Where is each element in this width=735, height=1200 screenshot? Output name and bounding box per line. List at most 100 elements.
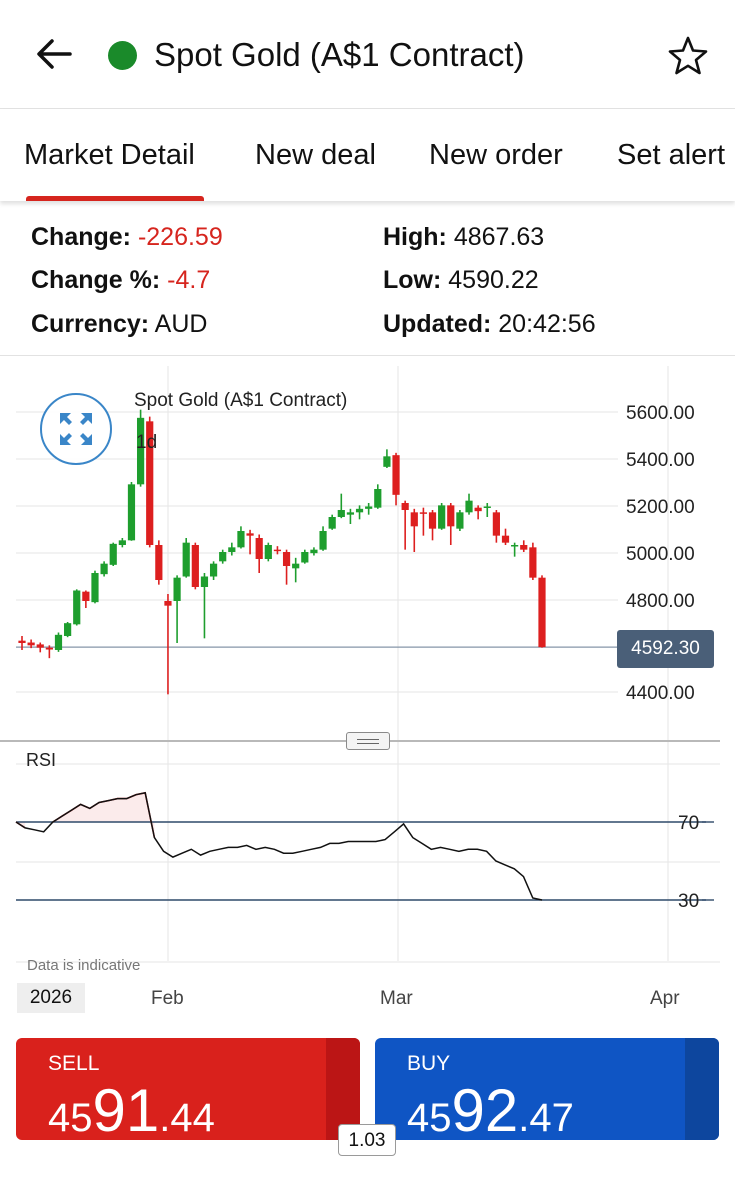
market-stats: Change: -226.59 Change %: -4.7 Currency:… <box>0 205 735 356</box>
sell-price: 4591.44 <box>48 1076 215 1140</box>
tab-market-detail[interactable]: Market Detail <box>24 139 195 171</box>
candle-down <box>273 549 282 552</box>
updated-stat: Updated: 20:42:56 <box>383 310 596 339</box>
candle-down <box>538 577 546 648</box>
high-label: High: <box>383 223 447 251</box>
change-pct-value: -4.7 <box>167 266 211 294</box>
candle-down <box>45 647 53 650</box>
candle-up <box>54 634 63 650</box>
star-outline-icon <box>668 36 708 75</box>
candle-up <box>337 510 345 517</box>
tab-new-order[interactable]: New order <box>429 139 563 171</box>
candle-up <box>209 563 218 577</box>
candle-down <box>82 591 90 601</box>
candles <box>18 409 546 695</box>
candle-up <box>465 500 473 513</box>
buy-price-big: 92 <box>451 1077 519 1140</box>
expand-chart-button[interactable] <box>40 393 112 465</box>
candle-up <box>456 512 464 529</box>
sell-price-head: 45 <box>48 1096 93 1140</box>
candle-down <box>36 644 44 648</box>
candle-down <box>155 545 163 580</box>
chart-interval: 1d <box>136 432 158 453</box>
month-label-feb: Feb <box>151 988 184 1009</box>
candle-up <box>328 517 336 529</box>
candle-down <box>520 545 528 550</box>
buy-label: BUY <box>407 1052 451 1075</box>
candle-up <box>237 531 245 548</box>
rsi-tick-label: 70 <box>678 813 699 834</box>
price-tick-label: 5200.00 <box>626 497 695 518</box>
price-tick-label: 5600.00 <box>626 403 695 424</box>
active-tab-indicator <box>26 196 204 201</box>
pane-resize-handle[interactable] <box>346 732 390 750</box>
buy-price: 4592.47 <box>407 1076 574 1140</box>
candle-up <box>228 547 236 552</box>
candle-up <box>127 484 136 541</box>
high-value: 4867.63 <box>453 223 545 251</box>
spread-badge: 1.03 <box>338 1124 396 1156</box>
page-title: Spot Gold (A$1 Contract) <box>154 36 525 73</box>
candle-up <box>301 552 309 563</box>
price-axis: 5600.00 5400.00 5200.00 5000.00 4800.00 4400.… <box>626 403 714 912</box>
candle-down <box>447 505 455 527</box>
candle-up <box>355 508 364 513</box>
expand-icon <box>60 413 92 445</box>
price-tick-label: 4400.00 <box>626 683 695 704</box>
candle-up <box>109 543 117 565</box>
low-value: 4590.22 <box>448 266 539 294</box>
tab-new-deal[interactable]: New deal <box>255 139 376 171</box>
updated-label: Updated: <box>383 310 492 338</box>
candle-down <box>419 512 428 514</box>
last-price-badge: 4592.30 <box>617 630 714 668</box>
sell-button[interactable]: SELL 4591.44 <box>16 1038 360 1140</box>
rsi-overbought-area <box>16 822 26 828</box>
rsi-overbought-area <box>52 792 155 838</box>
candle-up <box>118 540 126 545</box>
candle-down <box>282 552 291 566</box>
candle-up <box>292 563 300 569</box>
candle-down <box>255 538 263 559</box>
buy-button-edge <box>685 1038 719 1140</box>
candle-down <box>428 512 437 529</box>
candle-down <box>27 642 35 646</box>
candle-up <box>73 590 81 625</box>
candle-up <box>100 563 108 575</box>
candle-down <box>18 640 26 643</box>
candle-up <box>310 549 318 554</box>
updated-value: 20:42:56 <box>498 310 596 338</box>
buy-price-head: 45 <box>407 1096 452 1140</box>
currency-stat: Currency: AUD <box>31 310 207 339</box>
low-stat: Low: 4590.22 <box>383 266 539 295</box>
app-header: Spot Gold (A$1 Contract) <box>0 0 735 109</box>
candle-up <box>483 506 491 508</box>
price-chart[interactable]: 5600.00 5400.00 5200.00 5000.00 4800.00 4400.… <box>0 356 735 1026</box>
sell-price-big: 91 <box>92 1077 160 1140</box>
candle-up <box>136 417 145 485</box>
chart-title: Spot Gold (A$1 Contract) <box>134 390 348 411</box>
rsi-series <box>15 791 543 901</box>
tab-set-alert[interactable]: Set alert <box>617 139 725 171</box>
candle-up <box>319 531 327 550</box>
back-button[interactable] <box>30 30 78 78</box>
candle-down <box>392 455 400 495</box>
candle-up <box>173 577 181 601</box>
rsi-overbought-fill <box>16 792 155 838</box>
change-stat: Change: -226.59 <box>31 223 223 252</box>
candle-up <box>438 505 446 529</box>
favorite-button[interactable] <box>664 32 712 80</box>
currency-value: AUD <box>154 310 208 338</box>
candle-up <box>346 512 355 515</box>
candle-up <box>374 489 382 508</box>
year-label: 2026 <box>17 983 85 1013</box>
candle-down <box>401 503 409 510</box>
buy-button[interactable]: BUY 4592.47 <box>375 1038 719 1140</box>
candle-up <box>365 506 373 509</box>
market-open-status-dot <box>108 41 137 70</box>
candle-up <box>219 552 227 562</box>
rsi-label: RSI <box>26 750 57 770</box>
buy-price-tail: .47 <box>518 1096 574 1140</box>
currency-label: Currency: <box>31 310 150 338</box>
sell-label: SELL <box>48 1052 100 1075</box>
arrow-left-icon <box>37 39 72 69</box>
